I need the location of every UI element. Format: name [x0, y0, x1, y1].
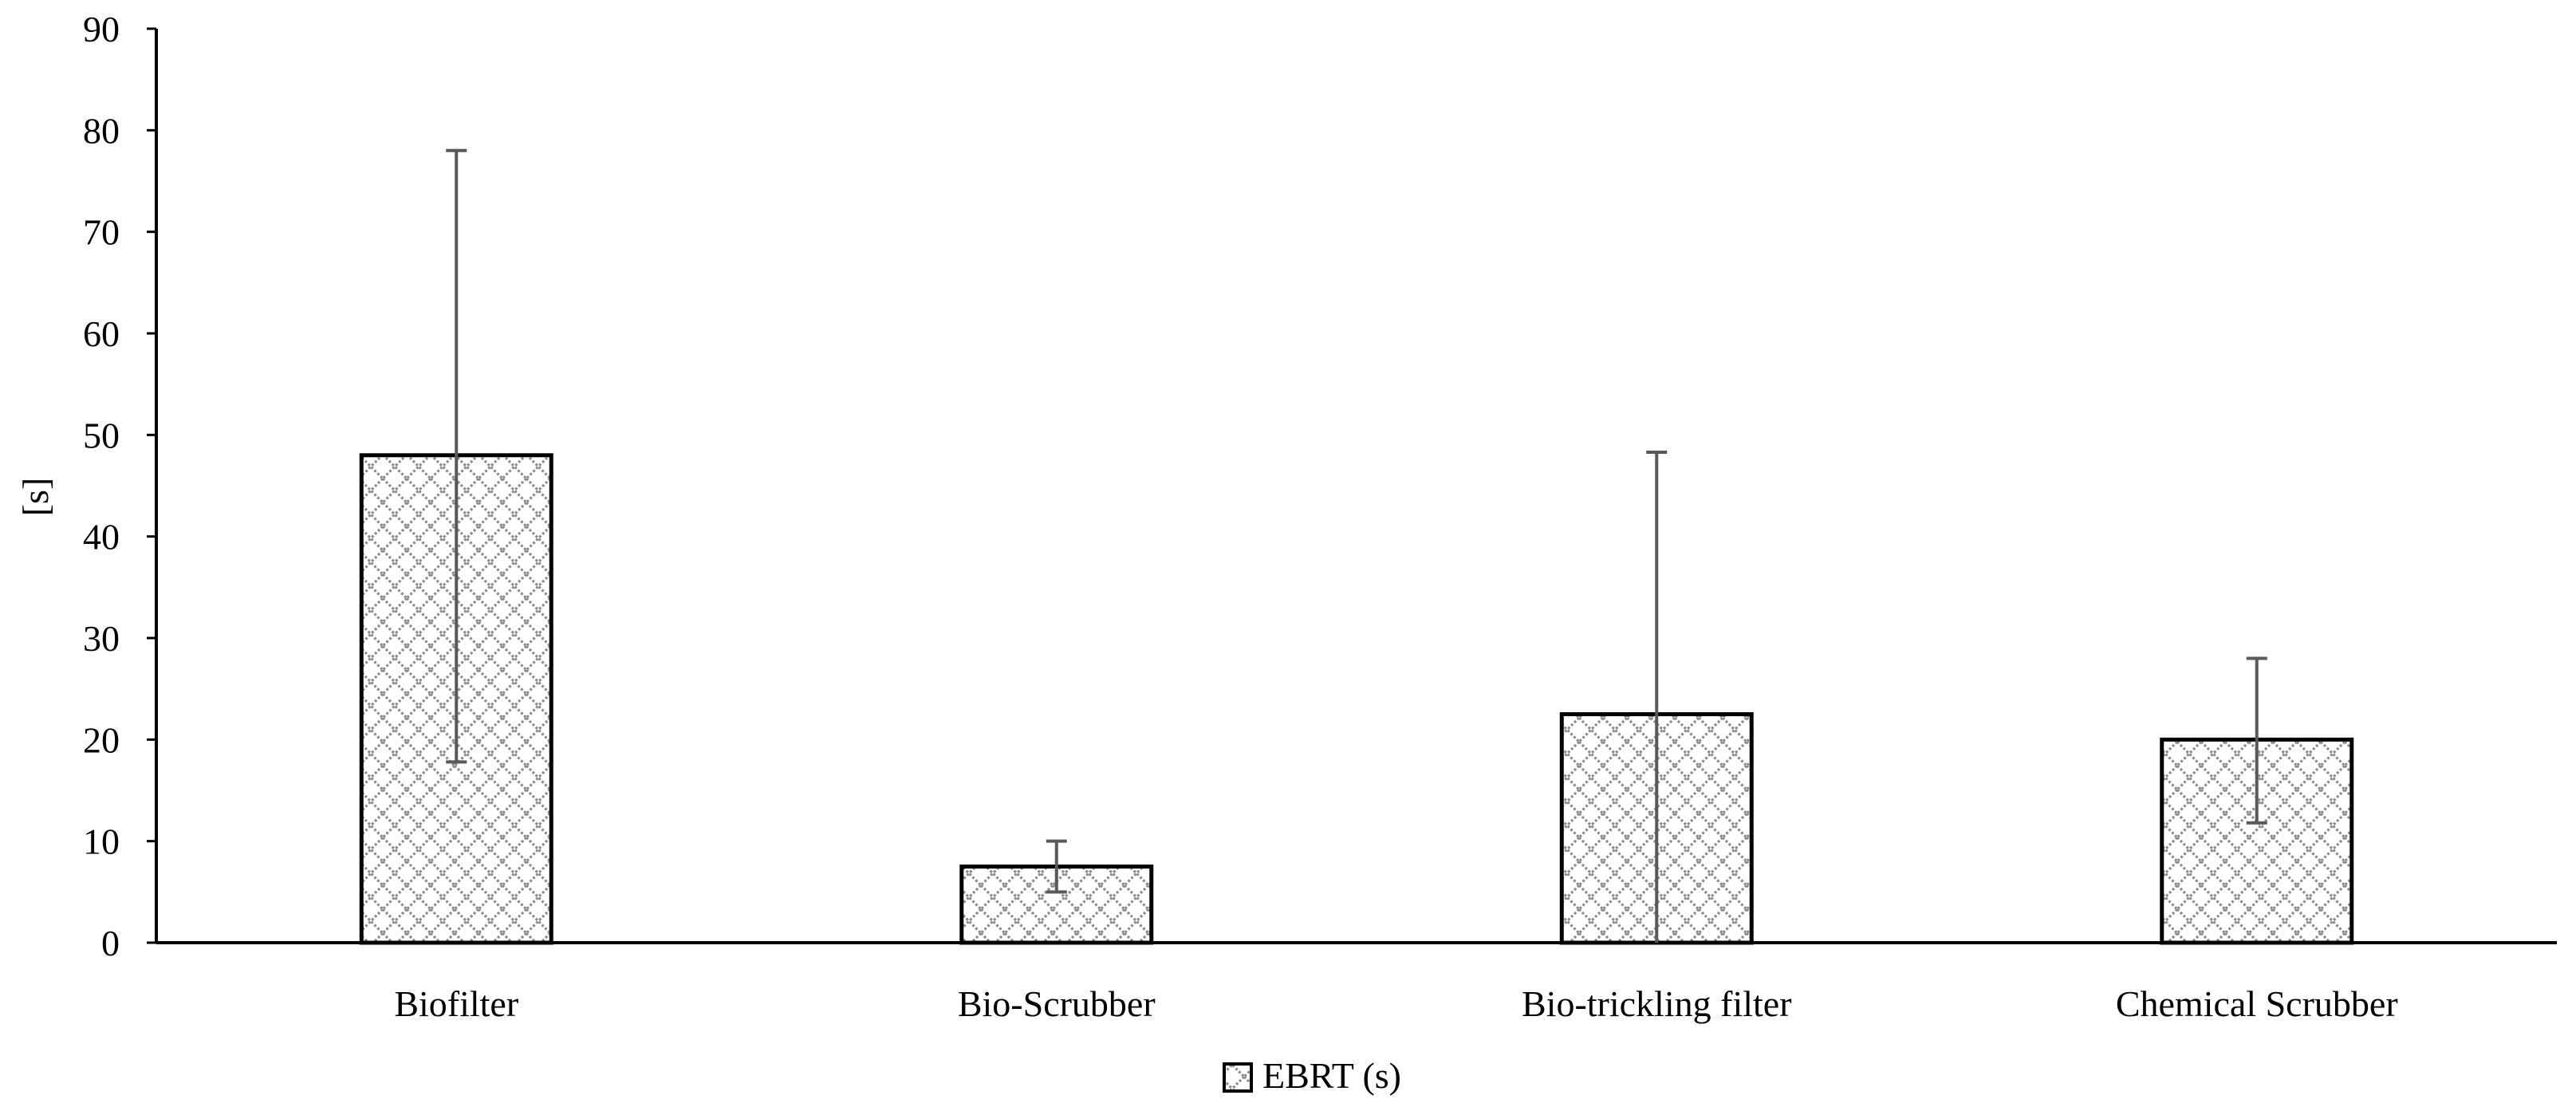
axes-layer: [147, 27, 2557, 944]
y-tick-label: 80: [83, 110, 120, 151]
legend: EBRT (s): [1223, 1055, 1401, 1096]
labels-layer: 0 10 20 30 40 50 60 70 80 90 [s] Biofilter Bio-Scrub…: [15, 9, 2398, 1024]
y-tick-label: 90: [83, 9, 120, 49]
error-bar-biofilter: [446, 148, 467, 764]
y-tick-label: 60: [83, 313, 120, 354]
error-bar-bio-trickling-filter: [1646, 450, 1668, 943]
y-tick-label: 30: [83, 618, 120, 659]
legend-swatch: [1223, 1062, 1253, 1093]
y-tick-label: 40: [83, 517, 120, 557]
y-axis-title: [s]: [15, 478, 56, 517]
x-category-label: Bio-Scrubber: [958, 983, 1156, 1024]
y-tick-label: 50: [83, 415, 120, 455]
y-tick-label: 10: [83, 821, 120, 862]
error-bars-layer: [446, 148, 2267, 943]
error-bar-chemical-scrubber: [2246, 656, 2267, 825]
legend-label: EBRT (s): [1262, 1055, 1401, 1096]
y-tick-label: 20: [83, 719, 120, 760]
y-tick-label: 70: [83, 212, 120, 253]
bars-layer: [359, 453, 2354, 945]
x-category-label: Biofilter: [394, 983, 518, 1024]
error-bar-bio-scrubber: [1046, 839, 1067, 894]
x-category-label: Chemical Scrubber: [2116, 983, 2398, 1024]
y-tick-label: 0: [101, 923, 120, 963]
x-category-label: Bio-trickling filter: [1522, 983, 1792, 1024]
